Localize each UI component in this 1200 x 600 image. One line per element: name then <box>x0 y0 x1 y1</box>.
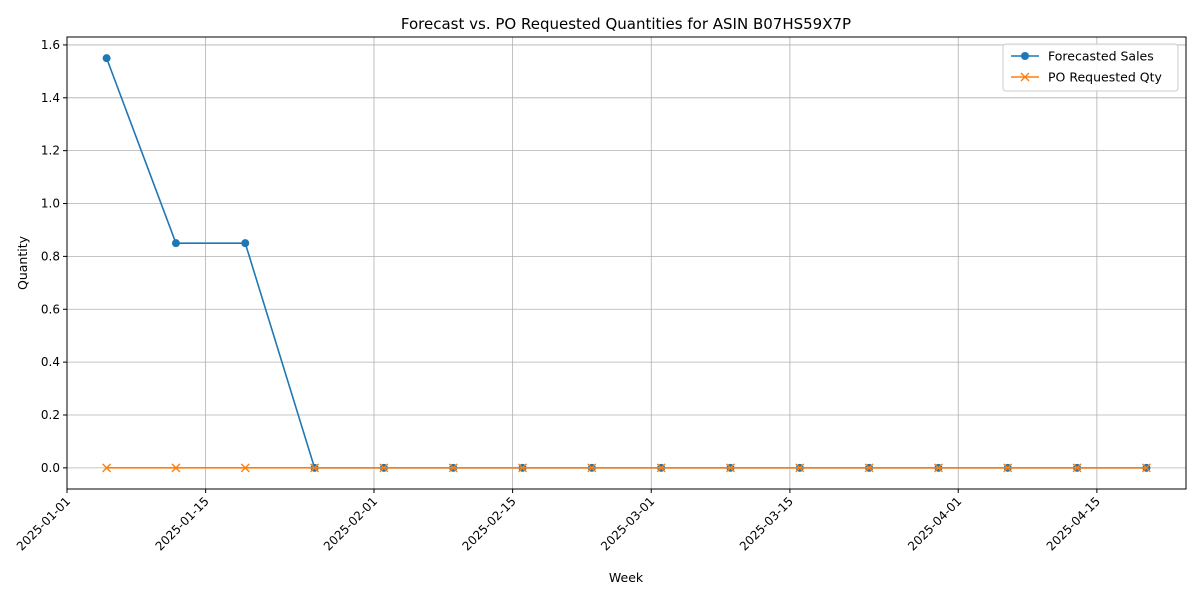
plot-frame <box>66 36 1187 490</box>
data-point <box>656 463 666 473</box>
y-tick-label: 1.6 <box>41 38 60 52</box>
series-layer <box>102 54 1151 473</box>
y-tick-label: 1.4 <box>41 91 60 105</box>
data-point <box>171 239 180 248</box>
y-tick-label: 0.0 <box>41 461 60 475</box>
data-point <box>102 54 111 63</box>
legend-marker <box>1020 72 1030 82</box>
data-point <box>518 463 528 473</box>
legend-label: Forecasted Sales <box>1048 49 1154 64</box>
data-point <box>241 239 250 248</box>
y-tick-label: 1.2 <box>41 144 60 158</box>
data-point <box>240 463 250 473</box>
data-point <box>933 463 943 473</box>
y-tick-label: 0.2 <box>41 408 60 422</box>
data-point <box>310 463 320 473</box>
y-tick-label: 0.8 <box>41 249 60 263</box>
data-point <box>1003 463 1013 473</box>
y-tick-label: 0.6 <box>41 302 60 316</box>
data-point <box>171 463 181 473</box>
legend-item: PO Requested Qty <box>1011 70 1162 85</box>
legend-item: Forecasted Sales <box>1011 49 1154 64</box>
legend-marker <box>1021 52 1029 60</box>
series-po-requested-qty <box>102 463 1151 473</box>
y-tick-label: 0.4 <box>41 355 60 369</box>
data-point <box>725 463 735 473</box>
data-point <box>1141 463 1151 473</box>
data-point <box>102 463 112 473</box>
data-point <box>1072 463 1082 473</box>
legend: Forecasted Sales PO Requested Qty <box>1002 43 1179 92</box>
data-point <box>448 463 458 473</box>
legend-label: PO Requested Qty <box>1048 70 1162 85</box>
data-point <box>864 463 874 473</box>
data-point <box>379 463 389 473</box>
legend-box <box>1002 43 1179 92</box>
y-tick-label: 1.0 <box>41 197 60 211</box>
y-axis-label: Quantity <box>15 235 30 290</box>
chart-title: Forecast vs. PO Requested Quantities for… <box>401 15 851 33</box>
data-point <box>795 463 805 473</box>
data-point <box>587 463 597 473</box>
x-axis-label: Week <box>609 570 644 585</box>
